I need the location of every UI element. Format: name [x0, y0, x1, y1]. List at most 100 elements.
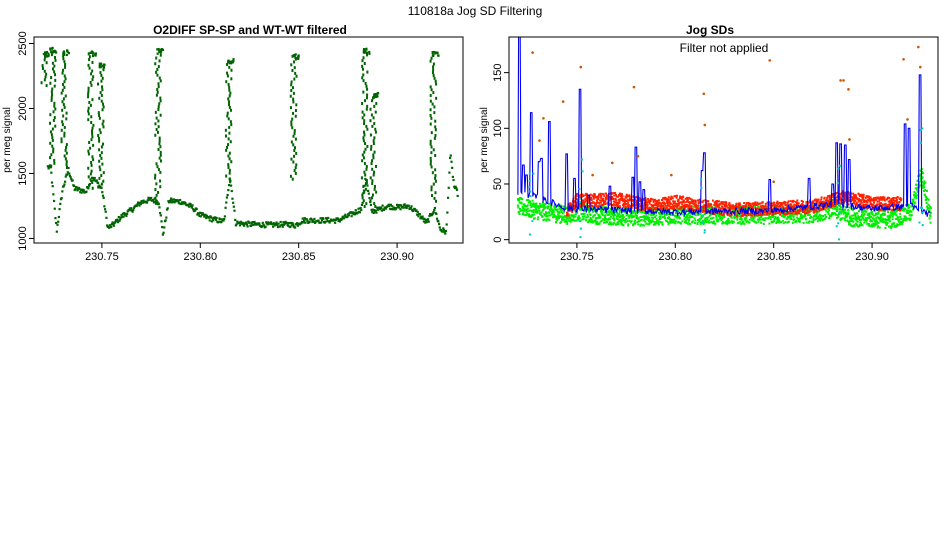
data-point [628, 216, 631, 219]
data-point [691, 207, 694, 210]
data-point [559, 221, 562, 224]
data-point [103, 205, 106, 208]
data-point [100, 186, 103, 189]
cyan-point [839, 164, 842, 167]
spike-point [362, 90, 365, 94]
data-point [693, 222, 696, 225]
spike-top-point [99, 64, 102, 67]
data-point [670, 218, 673, 221]
data-point [594, 218, 597, 221]
data-point [680, 222, 683, 225]
data-point [593, 194, 596, 197]
data-point [658, 218, 661, 221]
data-point [859, 203, 862, 206]
right-data-layer [516, 37, 932, 241]
cyan-point [838, 238, 841, 241]
data-point [903, 209, 906, 212]
outlier-point [917, 45, 920, 49]
cyan-point [700, 178, 703, 181]
data-point [828, 209, 831, 212]
data-point [595, 222, 598, 225]
data-point [671, 197, 674, 200]
data-point [117, 215, 120, 219]
spike-point [372, 156, 375, 160]
data-point [785, 209, 788, 212]
data-point [669, 213, 672, 216]
cyan-point [579, 236, 582, 239]
spike-top-point [228, 60, 231, 63]
data-point [906, 217, 909, 220]
data-point [604, 211, 607, 214]
data-point [102, 196, 105, 199]
spike-point [430, 165, 433, 169]
data-point [720, 213, 723, 216]
data-point [566, 222, 569, 225]
data-point [199, 215, 202, 218]
data-point [729, 204, 732, 207]
data-point [896, 223, 899, 226]
data-point [561, 212, 564, 215]
data-point [450, 160, 453, 163]
data-point [761, 217, 764, 220]
data-point [680, 198, 683, 201]
data-point [523, 203, 526, 206]
data-point [426, 218, 430, 221]
spike-point [365, 202, 368, 206]
data-point [816, 217, 819, 220]
spike-top-point [294, 56, 297, 59]
data-point [924, 188, 927, 191]
spike-point [373, 93, 376, 97]
spike-point [49, 130, 52, 134]
data-point [540, 211, 543, 214]
data-point [670, 196, 673, 199]
data-point [115, 219, 118, 223]
spike-point [54, 124, 57, 128]
data-point [738, 202, 741, 205]
data-point [867, 195, 870, 198]
spike-top-point [62, 53, 65, 56]
data-point [612, 207, 615, 210]
spike-top-point [47, 55, 50, 58]
spike-point [371, 193, 374, 197]
data-point [245, 223, 249, 226]
data-point [856, 220, 859, 223]
spike-top-point [101, 64, 104, 67]
spike-point [371, 124, 374, 128]
spike-point [365, 84, 368, 88]
cyan-point [918, 221, 921, 224]
data-point [589, 214, 592, 217]
data-point [433, 208, 436, 212]
data-point [773, 217, 776, 220]
data-point [645, 201, 648, 204]
data-point [883, 213, 886, 216]
data-point [154, 202, 158, 205]
data-point [574, 205, 577, 208]
left-series-0 [40, 46, 459, 236]
data-point [767, 214, 770, 217]
data-point [747, 213, 750, 216]
data-point [694, 201, 697, 204]
data-point [629, 221, 632, 224]
data-point [620, 199, 623, 202]
data-point [857, 199, 860, 202]
data-point [667, 196, 670, 199]
data-point [202, 213, 205, 216]
data-point [781, 202, 784, 205]
data-point [302, 219, 306, 222]
data-point [895, 210, 898, 213]
data-point [795, 210, 798, 213]
data-point [534, 206, 537, 209]
data-point [603, 201, 606, 204]
spike-point [54, 107, 57, 111]
data-point [698, 220, 701, 223]
data-point [769, 210, 772, 213]
data-point [542, 206, 545, 209]
data-point [853, 193, 856, 196]
data-point [631, 214, 634, 217]
spike-point [92, 143, 95, 147]
data-point [520, 202, 523, 205]
data-point [725, 205, 728, 208]
spike-point [361, 193, 364, 197]
data-point [547, 206, 550, 209]
data-point [67, 166, 70, 170]
